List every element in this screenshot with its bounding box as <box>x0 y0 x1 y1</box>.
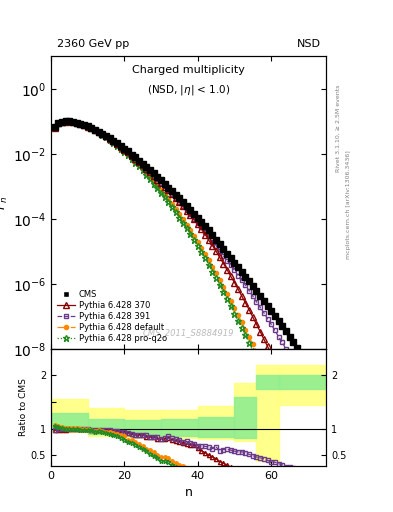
Text: Rivet 3.1.10, ≥ 2.5M events: Rivet 3.1.10, ≥ 2.5M events <box>336 84 341 172</box>
Text: 2360 GeV pp: 2360 GeV pp <box>57 39 129 49</box>
Text: Charged multiplicity: Charged multiplicity <box>132 65 245 75</box>
Legend: CMS, Pythia 6.428 370, Pythia 6.428 391, Pythia 6.428 default, Pythia 6.428 pro-: CMS, Pythia 6.428 370, Pythia 6.428 391,… <box>55 288 168 345</box>
X-axis label: n: n <box>185 486 193 499</box>
Text: NSD: NSD <box>297 39 321 49</box>
Text: (NSD, $|\eta|$ < 1.0): (NSD, $|\eta|$ < 1.0) <box>147 82 230 97</box>
Text: mcplots.cern.ch [arXiv:1306.3436]: mcplots.cern.ch [arXiv:1306.3436] <box>346 151 351 259</box>
Text: CMS_2011_S8884919: CMS_2011_S8884919 <box>143 328 234 337</box>
Y-axis label: Ratio to CMS: Ratio to CMS <box>19 378 28 436</box>
Y-axis label: $P_n$: $P_n$ <box>0 196 10 210</box>
